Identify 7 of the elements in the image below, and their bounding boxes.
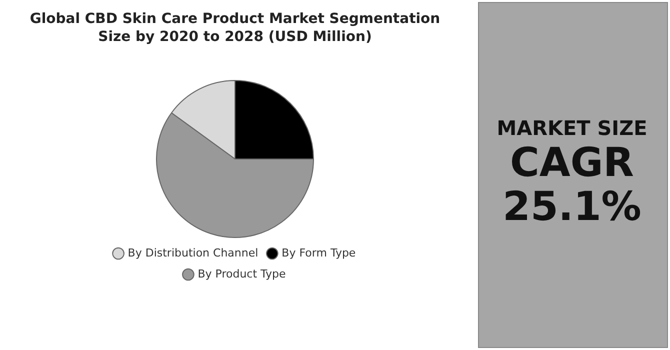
legend-label: By Distribution Channel	[128, 246, 258, 260]
text: CAGR	[509, 140, 635, 186]
chart-title: Global CBD Skin Care Product Market Segmentation Size by 2020 to 2028 (USD Million)	[28, 10, 442, 46]
text: MARKET SIZE	[496, 115, 648, 141]
legend-label: By Form Type	[282, 246, 356, 260]
legend-label: By Product Type	[198, 267, 286, 280]
text: 25.1%	[502, 184, 642, 230]
